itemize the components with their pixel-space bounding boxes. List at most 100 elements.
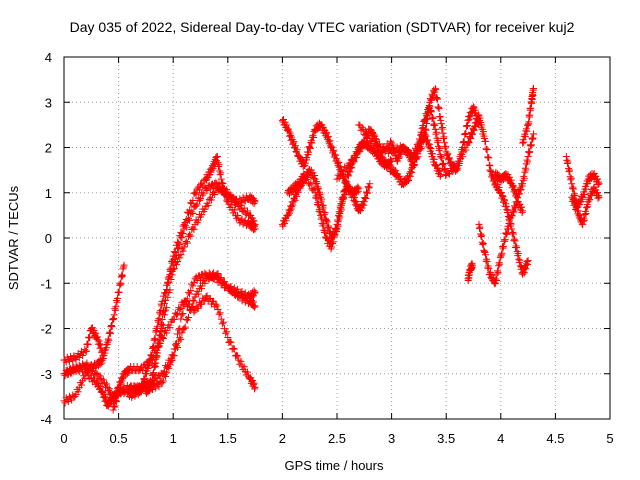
data-point — [95, 340, 103, 348]
data-point — [79, 360, 87, 368]
data-point — [409, 162, 417, 170]
data-point — [82, 347, 90, 355]
data-point — [303, 154, 311, 162]
series-arc-14 — [377, 129, 445, 180]
data-point — [524, 158, 532, 166]
data-point — [520, 172, 528, 180]
data-point — [317, 211, 325, 219]
data-point — [236, 195, 244, 203]
y-tick-label: 3 — [45, 95, 52, 110]
data-point — [571, 200, 579, 208]
data-point — [513, 248, 521, 256]
data-point — [92, 329, 100, 337]
data-point — [150, 363, 158, 371]
data-point — [586, 196, 594, 204]
data-point — [237, 357, 245, 365]
axis-ticks — [63, 56, 611, 420]
data-point — [395, 154, 403, 162]
data-point — [502, 202, 510, 210]
data-point — [520, 174, 528, 182]
data-point — [494, 267, 502, 275]
data-point — [324, 133, 332, 141]
data-point — [144, 364, 152, 372]
data-point — [364, 189, 372, 197]
data-point — [99, 388, 107, 396]
data-point — [159, 321, 167, 329]
data-point — [123, 370, 131, 378]
data-point — [334, 218, 342, 226]
data-point — [580, 191, 588, 199]
data-point — [111, 306, 119, 314]
data-point — [215, 163, 223, 171]
data-point — [179, 230, 187, 238]
data-point — [154, 318, 162, 326]
data-point — [212, 272, 220, 280]
data-point — [167, 276, 175, 284]
data-point — [108, 322, 116, 330]
data-point — [421, 115, 429, 123]
data-point — [486, 166, 494, 174]
data-point — [354, 183, 362, 191]
data-point — [501, 236, 509, 244]
data-point — [212, 154, 220, 162]
data-point — [525, 149, 533, 157]
data-point — [177, 315, 185, 323]
data-point — [61, 399, 69, 407]
data-point — [435, 103, 443, 111]
data-point — [497, 251, 505, 259]
data-point — [432, 128, 440, 136]
data-point — [344, 172, 352, 180]
data-point — [149, 343, 157, 351]
data-point — [154, 344, 162, 352]
data-point — [501, 197, 509, 205]
data-point — [139, 385, 147, 393]
data-point — [484, 153, 492, 161]
data-point — [522, 166, 530, 174]
data-point — [81, 374, 89, 382]
data-point — [308, 139, 316, 147]
data-point — [251, 198, 259, 206]
data-point — [163, 304, 171, 312]
data-point — [110, 402, 118, 410]
data-point — [250, 217, 258, 225]
data-point — [328, 143, 336, 151]
data-point — [178, 234, 186, 242]
data-point — [464, 116, 472, 124]
data-point — [573, 204, 581, 212]
data-point — [239, 193, 247, 201]
data-point — [584, 203, 592, 211]
data-point — [504, 206, 512, 214]
data-point — [329, 238, 337, 246]
data-point — [476, 223, 484, 231]
data-point — [249, 298, 257, 306]
data-point — [483, 146, 491, 154]
data-point — [441, 144, 449, 152]
data-point — [171, 248, 179, 256]
data-point — [436, 144, 444, 152]
data-point — [182, 223, 190, 231]
data-point — [508, 225, 516, 233]
data-point — [595, 193, 603, 201]
data-point — [234, 352, 242, 360]
data-point — [433, 95, 441, 103]
data-point — [441, 139, 449, 147]
data-point — [438, 123, 446, 131]
data-point — [226, 190, 234, 198]
data-point — [565, 165, 573, 173]
data-point — [104, 335, 112, 343]
data-point — [316, 190, 324, 198]
data-point — [335, 211, 343, 219]
x-tick-label: 2 — [279, 431, 286, 446]
data-point — [111, 403, 119, 411]
data-point — [206, 185, 214, 193]
data-point — [335, 159, 343, 167]
data-point — [574, 207, 582, 215]
data-point — [328, 243, 336, 251]
data-point — [483, 258, 491, 266]
data-point — [332, 224, 340, 232]
data-point — [148, 386, 156, 394]
data-point — [423, 111, 431, 119]
data-point — [423, 112, 431, 120]
data-point — [223, 328, 231, 336]
